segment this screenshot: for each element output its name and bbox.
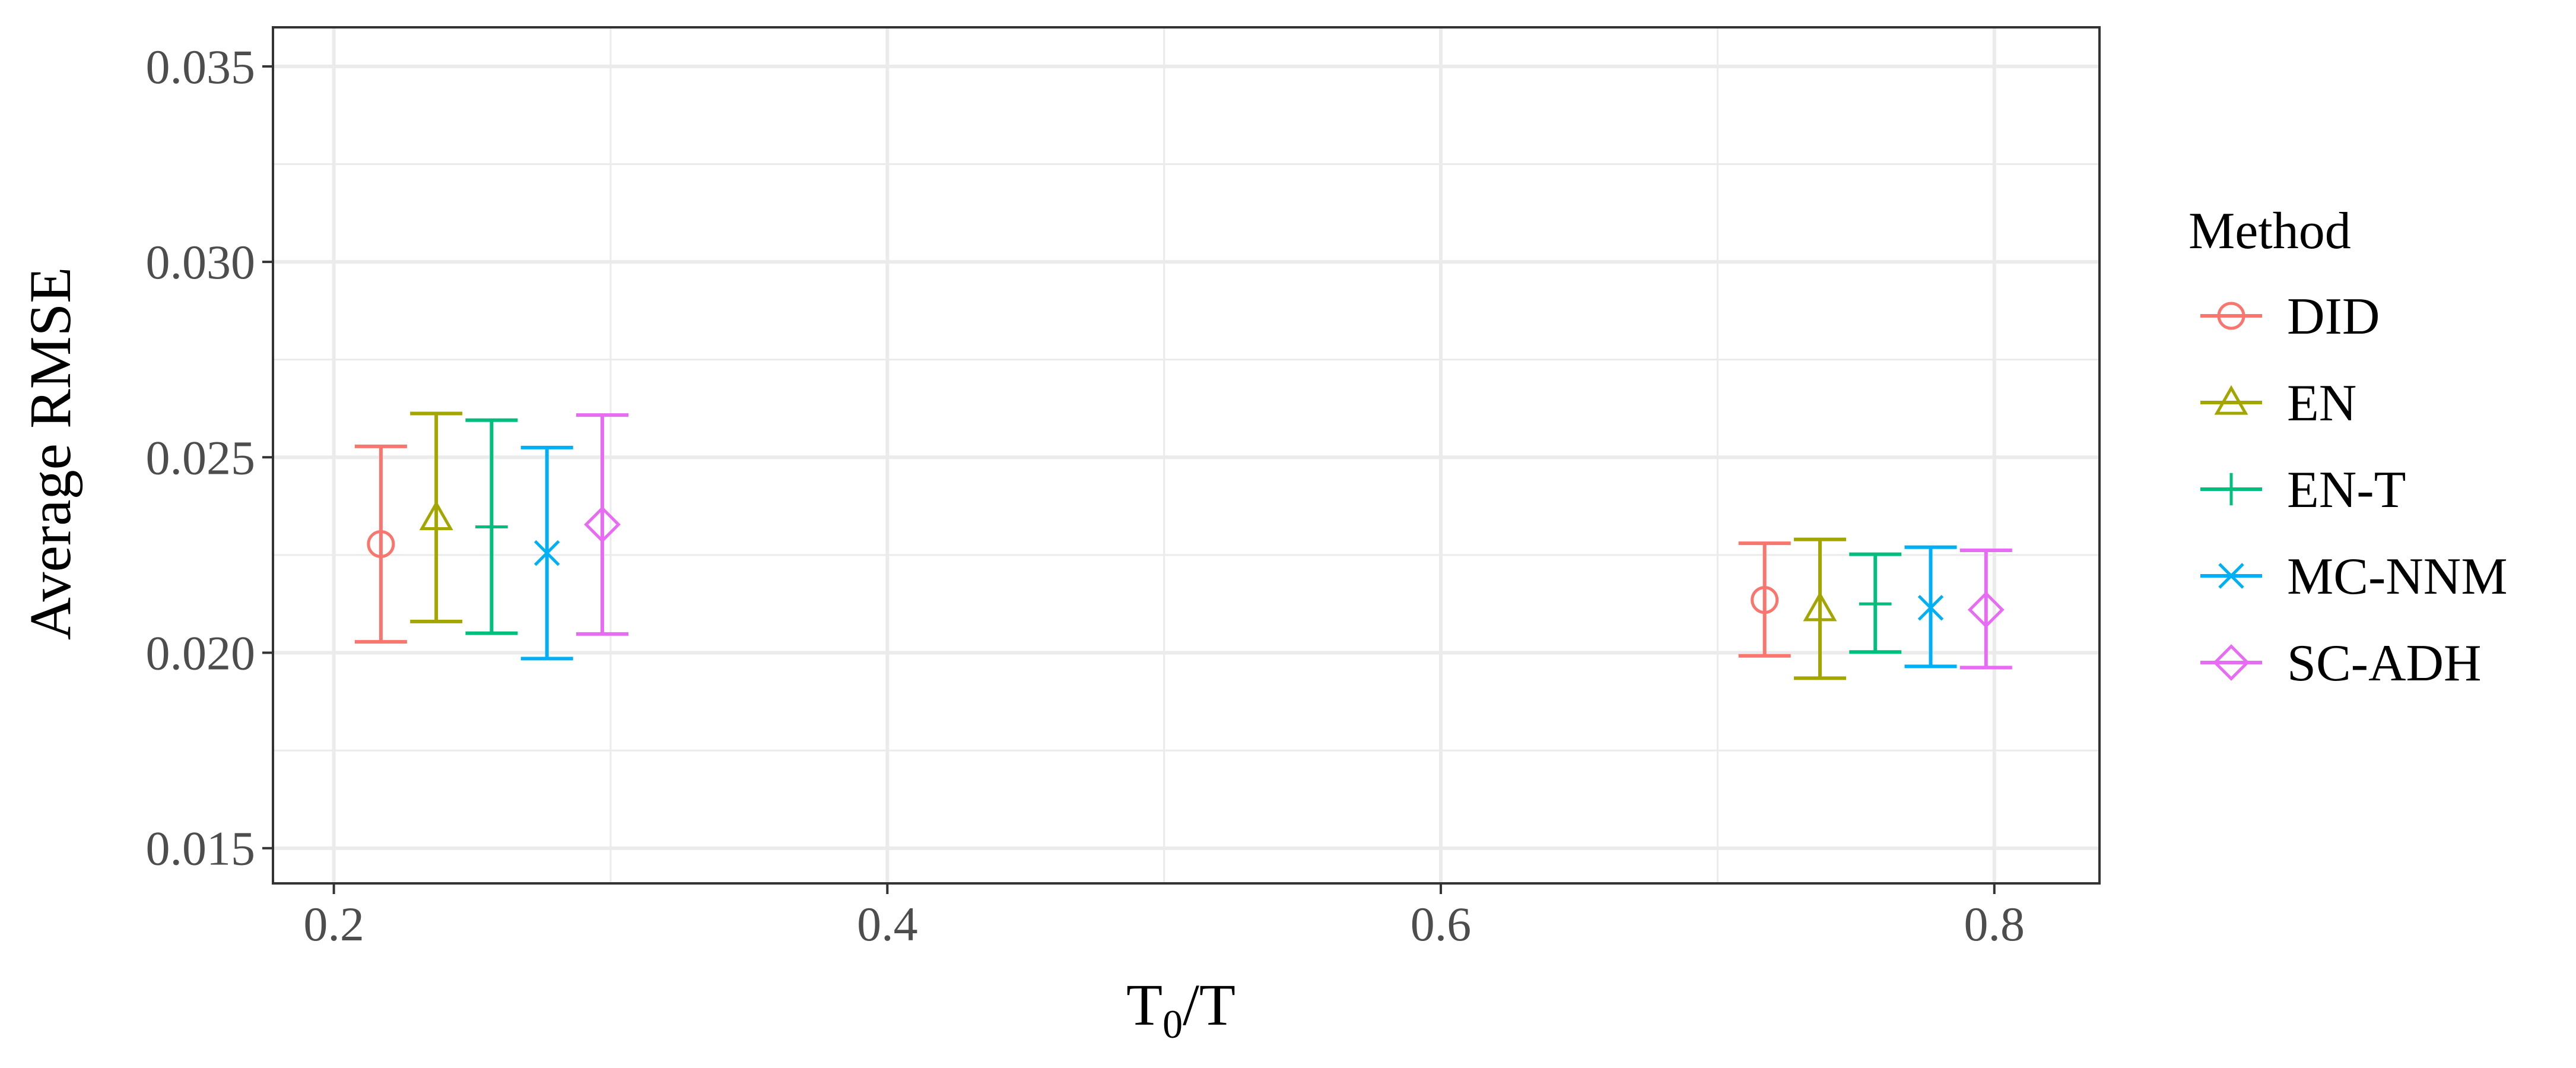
y-tick-label: 0.025 [146,430,256,484]
legend-item-sc-adh: SC-ADH [2200,635,2482,692]
legend-label: EN [2287,375,2356,432]
x-tick-labels: 0.2 0.4 0.6 0.8 [303,897,2025,951]
series-mc-nnm [520,445,1957,668]
point-marker-en-t [1859,587,1892,620]
x-tick-label: 0.8 [1964,897,2025,951]
point-marker-did [367,530,395,558]
legend: Method DID EN EN-T MC-NNM SC-ADH [2189,202,2508,692]
error-bar-en [1793,537,1846,680]
axis-ticks [262,65,1996,894]
grid-major [273,27,2099,883]
legend-item-did: DID [2200,288,2380,346]
error-bar-en [410,411,463,623]
legend-key-marker [2214,385,2248,415]
x-tick-label: 0.2 [303,897,364,951]
x-axis-title-base: T [1126,972,1162,1038]
x-axis-title-subscript: 0 [1162,1002,1183,1047]
series-layer [354,411,2012,680]
legend-key-marker [2213,644,2250,681]
y-tick-labels: 0.015 0.020 0.025 0.030 0.035 [146,40,256,876]
legend-label: SC-ADH [2287,635,2482,692]
x-tick-label: 0.4 [857,897,918,951]
point-marker-mc-nnm [533,540,560,566]
legend-item-mc-nnm: MC-NNM [2200,548,2508,606]
y-tick-label: 0.020 [146,626,256,680]
grid-minor [273,27,2099,883]
point-marker-sc-adh [1967,591,2005,628]
point-marker-mc-nnm [1917,595,1944,621]
point-marker-en [419,500,453,530]
legend-label: EN-T [2287,461,2406,519]
point-marker-sc-adh [584,506,621,543]
error-bar-sc-adh [576,413,628,636]
y-tick-label: 0.030 [146,235,256,289]
point-marker-en [1803,591,1837,622]
y-tick-label: 0.015 [146,822,256,876]
legend-item-en-t: EN-T [2200,461,2406,519]
y-axis-title: Average RMSE [17,267,83,641]
error-bar-sc-adh [1959,549,2012,670]
error-bar-did [1738,541,1791,658]
legend-label: MC-NNM [2287,548,2508,606]
legend-item-en: EN [2200,375,2356,432]
legend-items: DID EN EN-T MC-NNM SC-ADH [2200,288,2508,692]
x-axis-title: T0/T [1126,972,1235,1047]
series-sc-adh [576,413,2012,670]
legend-key-marker [2218,563,2244,589]
y-tick-label: 0.035 [146,40,256,94]
series-did [354,444,1791,658]
legend-key-marker [2215,473,2248,506]
series-en [410,411,1846,680]
legend-label: DID [2287,288,2380,346]
panel-border [272,26,2101,885]
series-en-t [465,418,1902,654]
point-marker-did [1751,586,1779,614]
legend-title: Method [2189,202,2351,260]
x-tick-label: 0.6 [1411,897,1472,951]
legend-key-marker [2217,302,2245,330]
x-axis-title-rest: /T [1183,972,1235,1038]
point-marker-en-t [475,511,508,543]
error-bar-did [354,444,407,644]
